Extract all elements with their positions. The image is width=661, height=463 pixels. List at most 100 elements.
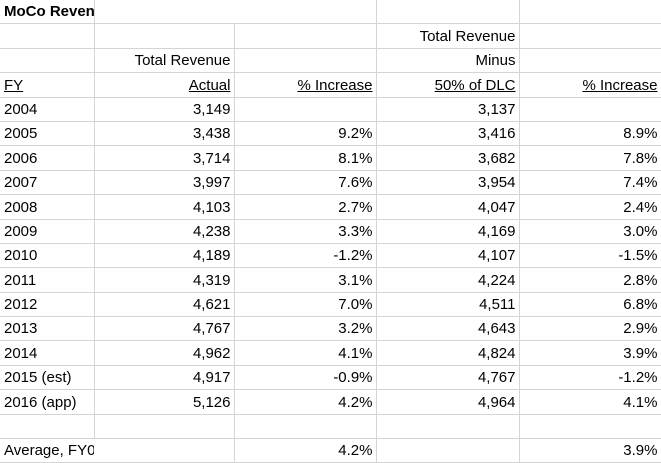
actual-cell[interactable]: 3,714 xyxy=(94,145,235,171)
cell[interactable] xyxy=(376,414,520,440)
minus-cell[interactable]: 3,137 xyxy=(376,97,520,122)
pct1-cell[interactable]: 4.2% xyxy=(234,389,377,415)
actual-cell[interactable]: 4,103 xyxy=(94,194,235,220)
header-actual-line2-cell[interactable]: Actual xyxy=(94,72,235,98)
table-row: 2007 3,997 7.6% 3,954 7.4% xyxy=(0,170,661,196)
header-actual-line1-cell[interactable]: Total Revenue xyxy=(94,48,235,74)
actual-cell[interactable]: 4,767 xyxy=(94,316,235,342)
fy-cell[interactable]: 2015 (est) xyxy=(0,365,95,391)
cell[interactable] xyxy=(234,0,377,25)
average-pct1-cell[interactable]: 4.2% xyxy=(234,438,377,463)
actual-cell[interactable]: 3,438 xyxy=(94,121,235,147)
cell[interactable] xyxy=(94,414,235,440)
minus-cell[interactable]: 4,824 xyxy=(376,340,520,366)
minus-cell[interactable]: 4,767 xyxy=(376,365,520,391)
pct1-cell[interactable]: 3.1% xyxy=(234,267,377,293)
fy-cell[interactable]: 2008 xyxy=(0,194,95,220)
pct1-cell[interactable] xyxy=(234,97,377,122)
pct2-cell[interactable] xyxy=(519,97,661,122)
cell[interactable] xyxy=(234,48,377,74)
fy-cell[interactable]: 2010 xyxy=(0,243,95,269)
header-minus-line1-cell[interactable]: Total Revenue xyxy=(376,23,520,49)
cell[interactable] xyxy=(519,414,661,440)
minus-cell[interactable]: 3,954 xyxy=(376,170,520,196)
fy-cell[interactable]: 2013 xyxy=(0,316,95,342)
cell[interactable] xyxy=(94,0,234,25)
minus-cell[interactable]: 3,416 xyxy=(376,121,520,147)
header-minus-line2-cell[interactable]: Minus xyxy=(376,48,520,74)
fy-cell[interactable]: 2009 xyxy=(0,219,95,244)
pct2-cell[interactable]: -1.5% xyxy=(519,243,661,269)
cell[interactable] xyxy=(0,23,95,49)
minus-cell[interactable]: 4,107 xyxy=(376,243,520,269)
cell[interactable] xyxy=(234,23,377,49)
pct2-cell[interactable]: 3.9% xyxy=(519,340,661,366)
cell[interactable] xyxy=(94,438,235,463)
pct2-cell[interactable]: 7.4% xyxy=(519,170,661,196)
pct1-cell[interactable]: 2.7% xyxy=(234,194,377,220)
fy-cell[interactable]: 2011 xyxy=(0,267,95,293)
fy-cell[interactable]: 2016 (app) xyxy=(0,389,95,415)
actual-cell[interactable]: 4,917 xyxy=(94,365,235,391)
pct1-cell[interactable]: -1.2% xyxy=(234,243,377,269)
actual-cell[interactable]: 4,238 xyxy=(94,219,235,244)
cell[interactable] xyxy=(519,23,661,49)
pct1-cell[interactable]: -0.9% xyxy=(234,365,377,391)
pct2-cell[interactable]: 8.9% xyxy=(519,121,661,147)
header-fy-cell[interactable]: FY xyxy=(0,72,95,98)
pct2-cell[interactable]: 6.8% xyxy=(519,292,661,318)
cell[interactable] xyxy=(376,0,520,25)
fy-cell[interactable]: 2006 xyxy=(0,145,95,171)
pct2-cell[interactable]: 4.1% xyxy=(519,389,661,415)
minus-cell[interactable]: 4,047 xyxy=(376,194,520,220)
pct1-cell[interactable]: 9.2% xyxy=(234,121,377,147)
actual-cell[interactable]: 4,621 xyxy=(94,292,235,318)
pct1-cell[interactable]: 7.6% xyxy=(234,170,377,196)
minus-cell[interactable]: 4,643 xyxy=(376,316,520,342)
cell[interactable] xyxy=(94,23,235,49)
pct1-cell[interactable]: 7.0% xyxy=(234,292,377,318)
pct1-cell[interactable]: 8.1% xyxy=(234,145,377,171)
pct1-cell[interactable]: 3.3% xyxy=(234,219,377,244)
minus-cell[interactable]: 4,224 xyxy=(376,267,520,293)
header-pct2-cell[interactable]: % Increase xyxy=(519,72,661,98)
average-label-cell[interactable]: Average, FY05-16 xyxy=(0,438,94,463)
cell[interactable] xyxy=(519,0,661,25)
actual-cell[interactable]: 5,126 xyxy=(94,389,235,415)
actual-cell[interactable]: 4,962 xyxy=(94,340,235,366)
actual-cell[interactable]: 4,189 xyxy=(94,243,235,269)
fy-cell[interactable]: 2012 xyxy=(0,292,95,318)
header-minus-line3-cell[interactable]: 50% of DLC xyxy=(376,72,520,98)
header-minus-line1: Total Revenue xyxy=(419,27,516,45)
cell[interactable] xyxy=(376,438,520,463)
pct1-cell[interactable]: 4.1% xyxy=(234,340,377,366)
fy-cell[interactable]: 2005 xyxy=(0,121,95,147)
fy-cell[interactable]: 2014 xyxy=(0,340,95,366)
minus-cell[interactable]: 4,169 xyxy=(376,219,520,244)
pct2-cell[interactable]: 2.8% xyxy=(519,267,661,293)
pct2-cell[interactable]: 2.9% xyxy=(519,316,661,342)
cell[interactable] xyxy=(234,414,377,440)
cell[interactable] xyxy=(0,48,95,74)
header-pct1-cell[interactable]: % Increase xyxy=(234,72,377,98)
pct2-cell[interactable]: 7.8% xyxy=(519,145,661,171)
actual-cell[interactable]: 4,319 xyxy=(94,267,235,293)
fy-cell[interactable]: 2004 xyxy=(0,97,95,122)
pct2-cell[interactable]: 3.0% xyxy=(519,219,661,244)
cell[interactable] xyxy=(0,414,95,440)
pct2-cell[interactable]: 2.4% xyxy=(519,194,661,220)
cell[interactable] xyxy=(519,48,661,74)
actual-cell[interactable]: 3,997 xyxy=(94,170,235,196)
pct1-cell[interactable]: 3.2% xyxy=(234,316,377,342)
minus-cell[interactable]: 4,511 xyxy=(376,292,520,318)
minus-cell[interactable]: 3,682 xyxy=(376,145,520,171)
actual-cell[interactable]: 3,149 xyxy=(94,97,235,122)
table-row: 2013 4,767 3.2% 4,643 2.9% xyxy=(0,316,661,342)
fy-cell[interactable]: 2007 xyxy=(0,170,95,196)
average-pct2-cell[interactable]: 3.9% xyxy=(519,438,661,463)
average-row: Average, FY05-16 4.2% 3.9% xyxy=(0,438,661,463)
minus-cell[interactable]: 4,964 xyxy=(376,389,520,415)
pct2-cell[interactable]: -1.2% xyxy=(519,365,661,391)
sheet-title-cell[interactable]: MoCo Revenue, DLC Loses 50% of Net Incom… xyxy=(0,0,95,25)
